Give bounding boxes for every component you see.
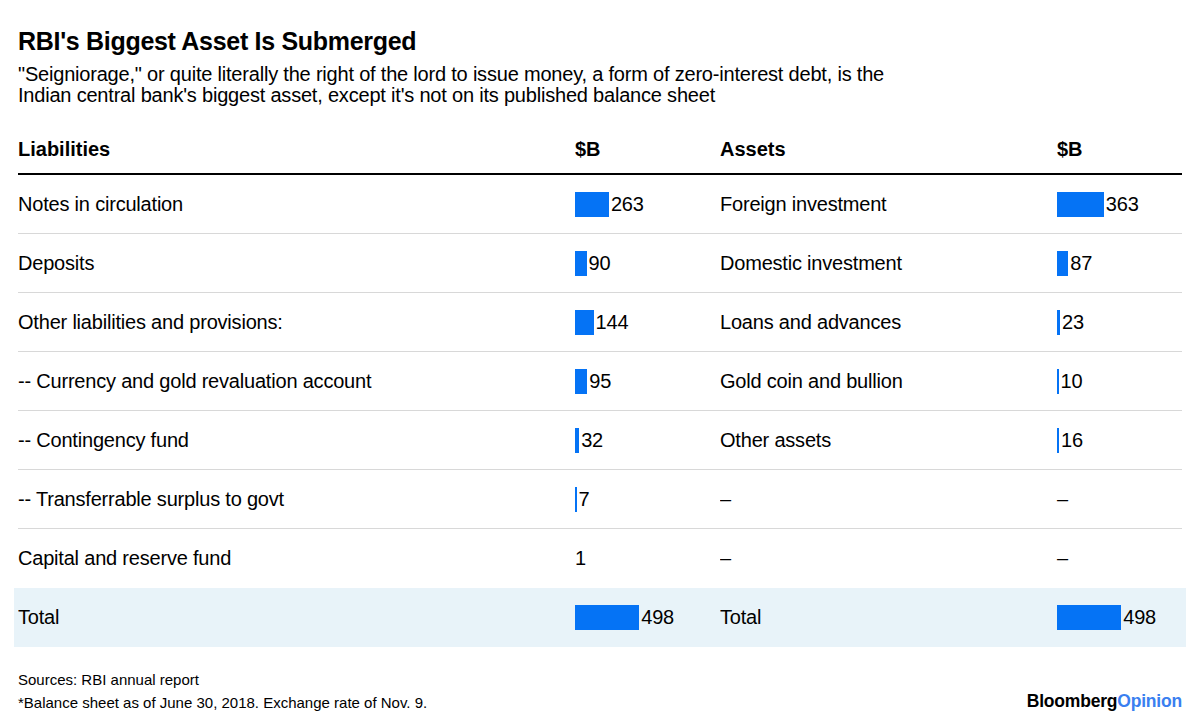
- value-bar: [1057, 605, 1121, 630]
- asset-value-cell: –: [1057, 488, 1182, 511]
- asset-value-cell: –: [1057, 547, 1182, 570]
- asset-value-cell: 10: [1057, 369, 1182, 394]
- table-row: Notes in circulation 263 Foreign investmen…: [18, 175, 1182, 234]
- liability-value-cell: 95: [575, 369, 720, 394]
- table-row: Deposits 90 Domestic investment 87: [18, 234, 1182, 293]
- liability-label: Deposits: [18, 252, 575, 275]
- chart-subtitle-line-1: "Seigniorage," or quite literally the ri…: [18, 63, 884, 85]
- empty-value-dash: –: [1057, 488, 1068, 511]
- liability-value-cell: 144: [575, 310, 720, 335]
- value-label: 23: [1062, 311, 1084, 334]
- value-label: 32: [581, 429, 603, 452]
- footnote-line: *Balance sheet as of June 30, 2018. Exch…: [18, 691, 427, 714]
- table-row: -- Contingency fund 32 Other assets16: [18, 411, 1182, 470]
- table-header-row: Liabilities $B Assets $B: [18, 138, 1182, 175]
- liability-label: Total: [18, 606, 575, 629]
- value-label: 1: [575, 547, 586, 570]
- liability-value-cell: 1: [575, 547, 720, 570]
- liability-value-cell: 498: [575, 605, 720, 630]
- asset-value-cell: 363: [1057, 192, 1182, 217]
- value-bar: [1057, 369, 1059, 394]
- value-bar: [1057, 251, 1068, 276]
- liability-value-cell: 90: [575, 251, 720, 276]
- asset-label: Foreign investment: [720, 193, 1057, 216]
- value-bar: [1057, 428, 1059, 453]
- value-label: 263: [611, 193, 644, 216]
- value-bar: [1057, 192, 1104, 217]
- value-label: 498: [641, 606, 674, 629]
- value-label: 87: [1070, 252, 1092, 275]
- table-row: Other liabilities and provisions: 144 Loan…: [18, 293, 1182, 352]
- asset-value-cell: 16: [1057, 428, 1182, 453]
- table-row: -- Transferrable surplus to govt7 ––: [18, 470, 1182, 529]
- value-bar: [575, 487, 577, 512]
- value-label: 95: [589, 370, 611, 393]
- asset-label: –: [720, 547, 1057, 570]
- chart-title: RBI's Biggest Asset Is Submerged: [18, 26, 1182, 56]
- table-row: Capital and reserve fund1 ––: [18, 529, 1182, 588]
- liability-label: Capital and reserve fund: [18, 547, 575, 570]
- brand-opinion: Opinion: [1117, 691, 1182, 711]
- liability-label: -- Contingency fund: [18, 429, 575, 452]
- value-label: 7: [579, 488, 590, 511]
- value-label: 10: [1061, 370, 1083, 393]
- asset-label: Loans and advances: [720, 311, 1057, 334]
- value-label: 498: [1123, 606, 1156, 629]
- liability-label: Notes in circulation: [18, 193, 575, 216]
- value-bar: [575, 369, 587, 394]
- liability-value-cell: 263: [575, 192, 720, 217]
- value-bar: [575, 251, 587, 276]
- column-header-assets: Assets: [720, 138, 1057, 161]
- asset-value-cell: 23: [1057, 310, 1182, 335]
- column-header-assets-unit: $B: [1057, 138, 1182, 161]
- liability-value-cell: 7: [575, 487, 720, 512]
- value-label: 16: [1061, 429, 1083, 452]
- chart-subtitle: "Seigniorage," or quite literally the ri…: [18, 64, 1182, 106]
- footer: Sources: RBI annual report *Balance shee…: [18, 668, 1182, 714]
- value-bar: [1057, 310, 1060, 335]
- table-row: -- Currency and gold revaluation account…: [18, 352, 1182, 411]
- liability-value-cell: 32: [575, 428, 720, 453]
- value-bar: [575, 192, 609, 217]
- asset-label: –: [720, 488, 1057, 511]
- column-header-liabilities-unit: $B: [575, 138, 720, 161]
- value-bar: [575, 428, 579, 453]
- value-bar: [575, 605, 639, 630]
- asset-label: Domestic investment: [720, 252, 1057, 275]
- asset-label: Other assets: [720, 429, 1057, 452]
- asset-value-cell: 498: [1057, 605, 1182, 630]
- value-label: 144: [596, 311, 629, 334]
- table-total-row: Total 498 Total 498: [18, 588, 1182, 647]
- liability-label: -- Transferrable surplus to govt: [18, 488, 575, 511]
- chart-page: RBI's Biggest Asset Is Submerged "Seigni…: [0, 0, 1200, 728]
- asset-label: Total: [720, 606, 1057, 629]
- value-bar: [575, 310, 594, 335]
- chart-subtitle-line-2: Indian central bank's biggest asset, exc…: [18, 84, 715, 106]
- value-label: 90: [589, 252, 611, 275]
- liability-label: -- Currency and gold revaluation account: [18, 370, 575, 393]
- asset-label: Gold coin and bullion: [720, 370, 1057, 393]
- footer-notes: Sources: RBI annual report *Balance shee…: [18, 668, 427, 714]
- brand-bloomberg: Bloomberg: [1027, 691, 1118, 711]
- column-header-liabilities: Liabilities: [18, 138, 575, 161]
- liability-label: Other liabilities and provisions:: [18, 311, 575, 334]
- asset-value-cell: 87: [1057, 251, 1182, 276]
- bloomberg-opinion-logo: BloombergOpinion: [1027, 691, 1182, 714]
- balance-sheet-table: Liabilities $B Assets $B Notes in circul…: [18, 138, 1182, 647]
- balance-table-body: Notes in circulation 263 Foreign investmen…: [18, 175, 1182, 647]
- value-label: 363: [1106, 193, 1139, 216]
- empty-value-dash: –: [1057, 547, 1068, 570]
- sources-line: Sources: RBI annual report: [18, 668, 427, 691]
